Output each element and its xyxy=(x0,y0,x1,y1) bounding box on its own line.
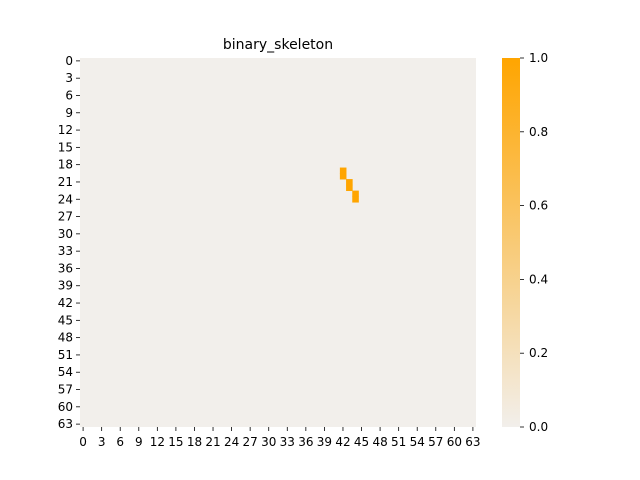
heatmap-cell-5 xyxy=(352,196,359,203)
chart-title: binary_skeleton xyxy=(223,37,333,53)
x-tick-label: 15 xyxy=(168,435,183,449)
heatmap-cell-2 xyxy=(346,179,353,186)
colorbar: 0.0 0.2 0.4 0.6 0.8 1.0 xyxy=(502,51,548,434)
x-tick-label: 36 xyxy=(298,435,313,449)
x-tick-label: 57 xyxy=(428,435,443,449)
y-tick-label: 6 xyxy=(65,88,73,102)
heatmap-cell-1 xyxy=(339,173,347,180)
y-tick-label: 9 xyxy=(65,106,73,120)
x-tick-label: 33 xyxy=(280,435,295,449)
y-tick-label: 48 xyxy=(58,331,73,345)
y-tick-label: 12 xyxy=(58,123,73,137)
heatmap-cells xyxy=(339,167,359,203)
colorbar-gradient xyxy=(502,58,520,427)
x-tick-label: 12 xyxy=(150,435,165,449)
heatmap-background xyxy=(80,58,476,427)
y-tick-label: 42 xyxy=(58,296,73,310)
x-tick-label: 21 xyxy=(205,435,220,449)
y-tick-label: 0 xyxy=(65,54,73,68)
y-tick-label: 33 xyxy=(58,244,73,258)
y-tick-label: 21 xyxy=(58,175,73,189)
y-tick-label: 39 xyxy=(58,279,73,293)
x-tick-label: 39 xyxy=(317,435,332,449)
y-tick-label: 30 xyxy=(58,227,73,241)
y-tick-label: 18 xyxy=(58,158,73,172)
y-tick-label: 3 xyxy=(65,71,73,85)
colorbar-tick-label: 0.6 xyxy=(529,199,548,213)
y-tick-label: 54 xyxy=(58,365,73,379)
x-tick-label: 30 xyxy=(261,435,276,449)
x-tick-label: 51 xyxy=(391,435,406,449)
x-tick-label: 60 xyxy=(447,435,462,449)
colorbar-tick-label: 0.8 xyxy=(529,125,548,139)
colorbar-tick-label: 0.0 xyxy=(529,420,548,434)
y-tick-label: 15 xyxy=(58,140,73,154)
x-tick-label: 0 xyxy=(79,435,87,449)
x-tick-label: 27 xyxy=(243,435,258,449)
y-tick-label: 60 xyxy=(58,400,73,414)
x-tick-label: 18 xyxy=(187,435,202,449)
heatmap-area xyxy=(80,58,476,427)
colorbar-tick-label: 1.0 xyxy=(529,51,548,65)
colorbar-ticks: 0.0 0.2 0.4 0.6 0.8 1.0 xyxy=(520,51,548,434)
x-axis: 0 3 6 9 12 15 18 21 24 27 30 33 36 39 42 45 48 51 54 57 60 63 xyxy=(79,427,481,449)
x-tick-label: 6 xyxy=(116,435,124,449)
x-tick-label: 54 xyxy=(410,435,425,449)
colorbar-tick-label: 0.2 xyxy=(529,346,548,360)
x-tick-label: 24 xyxy=(224,435,239,449)
x-tick-label: 63 xyxy=(465,435,480,449)
x-tick-label: 42 xyxy=(335,435,350,449)
y-tick-label: 45 xyxy=(58,313,73,327)
y-tick-label: 36 xyxy=(58,261,73,275)
y-tick-label: 24 xyxy=(58,192,73,206)
colorbar-tick-label: 0.4 xyxy=(529,272,548,286)
y-tick-label: 63 xyxy=(58,417,73,431)
y-tick-label: 27 xyxy=(58,210,73,224)
heatmap-cell-0 xyxy=(339,167,347,174)
x-tick-label: 45 xyxy=(354,435,369,449)
y-tick-label: 57 xyxy=(58,383,73,397)
x-tick-label: 3 xyxy=(98,435,106,449)
heatmap-cell-4 xyxy=(352,190,359,197)
x-tick-label: 9 xyxy=(135,435,143,449)
x-tick-label: 48 xyxy=(372,435,387,449)
y-tick-label: 51 xyxy=(58,348,73,362)
heatmap-cell-3 xyxy=(346,184,353,192)
